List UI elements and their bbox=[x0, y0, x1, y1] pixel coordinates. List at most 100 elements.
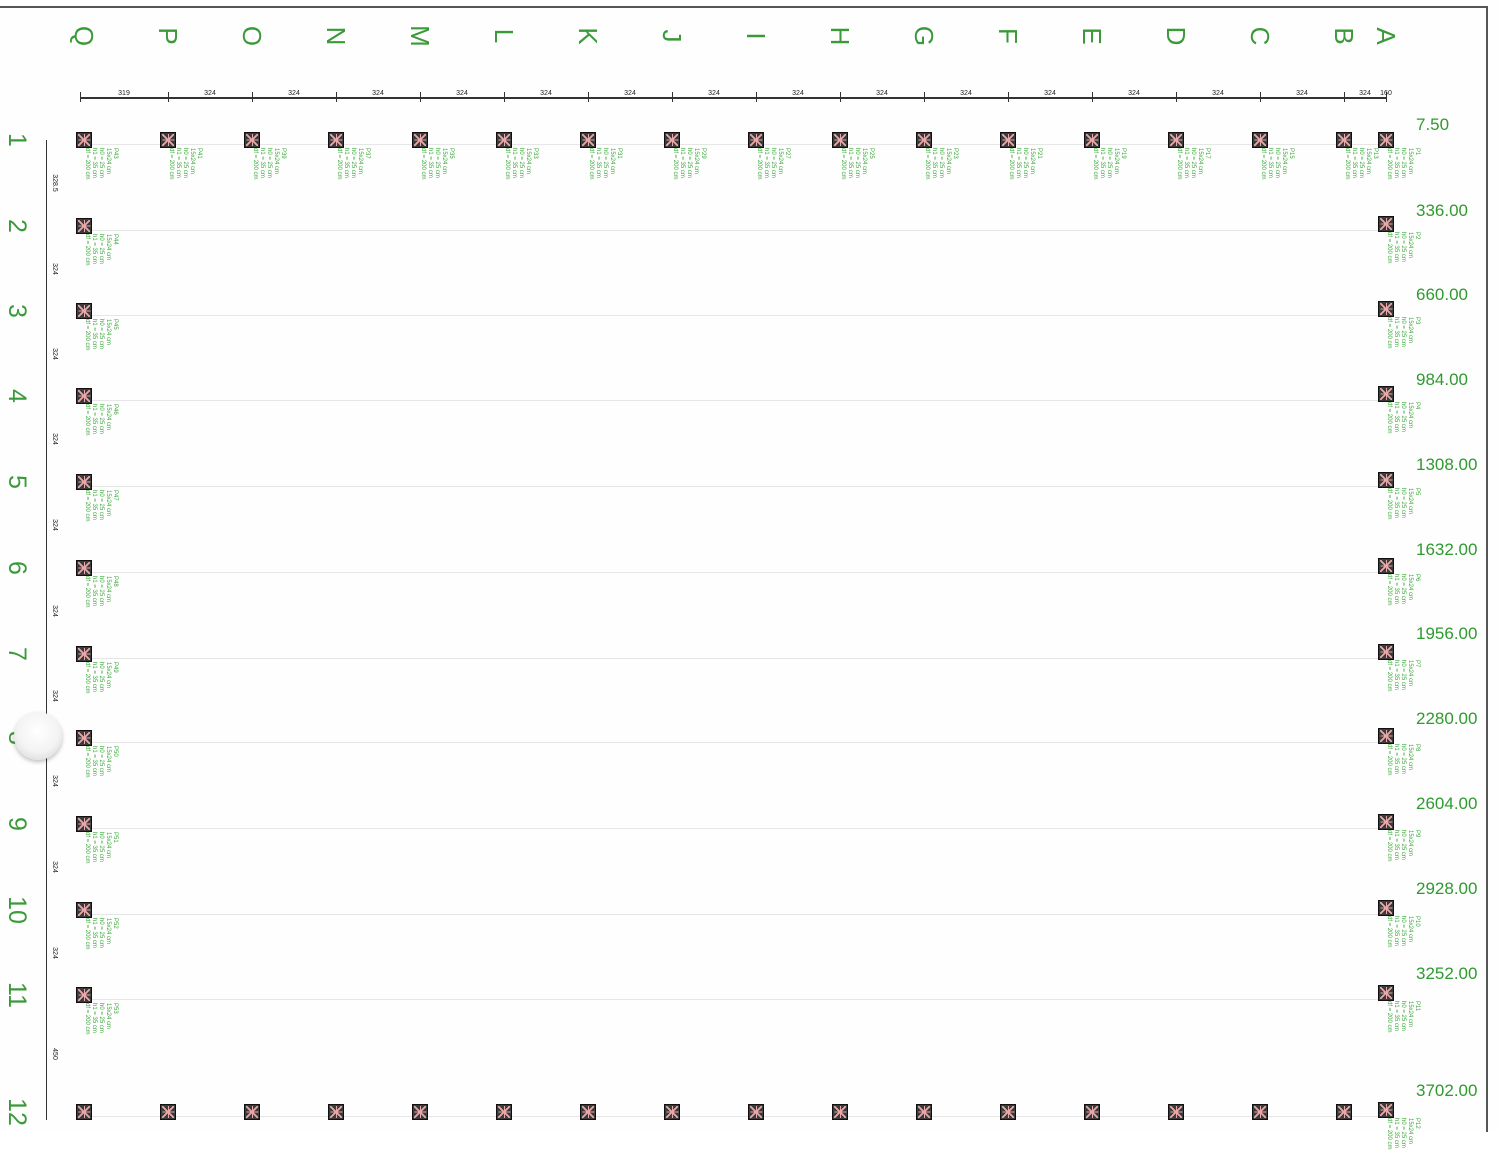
pile-label: P10 15x24 cm h0 = 25 cm h1 = 35 cm df = … bbox=[1386, 916, 1420, 948]
dimension-tick bbox=[1344, 92, 1345, 102]
pile-marker[interactable] bbox=[496, 1104, 512, 1120]
pile-marker[interactable] bbox=[76, 388, 92, 404]
pile-marker[interactable] bbox=[1378, 301, 1394, 317]
pile-marker[interactable] bbox=[76, 474, 92, 490]
pile-label: P51 15x24 cm h0 = 25 cm h1 = 35 cm df = … bbox=[84, 832, 118, 864]
pile-marker[interactable] bbox=[76, 132, 92, 148]
pile-marker[interactable] bbox=[1378, 900, 1394, 916]
pile-marker[interactable] bbox=[412, 132, 428, 148]
dimension-label: 324 bbox=[1296, 90, 1308, 97]
pile-cross-icon bbox=[918, 134, 930, 146]
pile-marker[interactable] bbox=[1168, 132, 1184, 148]
pile-marker[interactable] bbox=[1378, 1102, 1394, 1118]
pile-cross-icon bbox=[1380, 816, 1392, 828]
pile-label: P43 15x24 cm h0 = 25 cm h1 = 35 cm df = … bbox=[84, 148, 118, 180]
pile-cross-icon bbox=[1086, 1106, 1098, 1118]
pile-marker[interactable] bbox=[76, 646, 92, 662]
pile-marker[interactable] bbox=[916, 1104, 932, 1120]
column-label-n: N bbox=[321, 26, 351, 46]
pile-marker[interactable] bbox=[580, 132, 596, 148]
pile-label: P4 15x24 cm h0 = 25 cm h1 = 35 cm df = 2… bbox=[1386, 402, 1420, 434]
pile-cross-icon bbox=[78, 989, 90, 1001]
pile-marker[interactable] bbox=[1378, 644, 1394, 660]
pile-marker[interactable] bbox=[412, 1104, 428, 1120]
pile-marker[interactable] bbox=[1378, 386, 1394, 402]
pile-marker[interactable] bbox=[76, 560, 92, 576]
pile-marker[interactable] bbox=[76, 987, 92, 1003]
grid-line bbox=[90, 486, 1386, 487]
pile-cross-icon bbox=[246, 134, 258, 146]
pile-marker[interactable] bbox=[748, 1104, 764, 1120]
grid-line bbox=[90, 999, 1386, 1000]
pile-cross-icon bbox=[1380, 560, 1392, 572]
pile-marker[interactable] bbox=[76, 816, 92, 832]
pile-marker[interactable] bbox=[1378, 216, 1394, 232]
vertical-dimension-label: 324 bbox=[51, 262, 58, 275]
pile-marker[interactable] bbox=[76, 218, 92, 234]
pile-marker[interactable] bbox=[664, 132, 680, 148]
dimension-label: 324 bbox=[1128, 90, 1140, 97]
pile-marker[interactable] bbox=[160, 132, 176, 148]
pile-marker[interactable] bbox=[1000, 1104, 1016, 1120]
pile-marker[interactable] bbox=[160, 1104, 176, 1120]
pile-marker[interactable] bbox=[1336, 132, 1352, 148]
pile-label: P21 15x24 cm h0 = 25 cm h1 = 35 cm df = … bbox=[1008, 148, 1042, 180]
pile-marker[interactable] bbox=[1378, 472, 1394, 488]
pile-marker[interactable] bbox=[1378, 558, 1394, 574]
vertical-dimension-label: 324 bbox=[51, 946, 58, 959]
pile-marker[interactable] bbox=[1000, 132, 1016, 148]
pile-marker[interactable] bbox=[1378, 728, 1394, 744]
pile-marker[interactable] bbox=[1336, 1104, 1352, 1120]
pile-marker[interactable] bbox=[244, 132, 260, 148]
elevation-label: 1956.00 bbox=[1416, 624, 1478, 643]
pile-marker[interactable] bbox=[496, 132, 512, 148]
pile-marker[interactable] bbox=[1084, 132, 1100, 148]
pile-label: P37 15x24 cm h0 = 25 cm h1 = 35 cm df = … bbox=[336, 148, 370, 180]
column-label-h: H bbox=[825, 26, 855, 46]
column-label-a: A bbox=[1371, 27, 1401, 45]
pile-marker[interactable] bbox=[328, 1104, 344, 1120]
elevation-label: 2928.00 bbox=[1416, 879, 1478, 898]
pile-marker[interactable] bbox=[748, 132, 764, 148]
pile-marker[interactable] bbox=[1252, 1104, 1268, 1120]
pile-marker[interactable] bbox=[1378, 814, 1394, 830]
pile-label: P35 15x24 cm h0 = 25 cm h1 = 35 cm df = … bbox=[420, 148, 454, 180]
pile-label: P9 15x24 cm h0 = 25 cm h1 = 35 cm df = 2… bbox=[1386, 830, 1420, 862]
pile-marker[interactable] bbox=[580, 1104, 596, 1120]
pile-cross-icon bbox=[582, 1106, 594, 1118]
pile-marker[interactable] bbox=[832, 132, 848, 148]
dimension-label: 324 bbox=[792, 90, 804, 97]
pile-label: P31 15x24 cm h0 = 25 cm h1 = 35 cm df = … bbox=[588, 148, 622, 180]
pile-cross-icon bbox=[498, 134, 510, 146]
pile-cross-icon bbox=[1254, 134, 1266, 146]
pile-marker[interactable] bbox=[832, 1104, 848, 1120]
pile-marker[interactable] bbox=[1252, 132, 1268, 148]
pile-marker[interactable] bbox=[1084, 1104, 1100, 1120]
grid-line bbox=[90, 400, 1386, 401]
row-label-2: 2 bbox=[3, 219, 31, 233]
vertical-dimension-label: 450 bbox=[51, 1047, 58, 1060]
pile-label: P1 15x24 cm h0 = 25 cm h1 = 35 cm df = 2… bbox=[1386, 148, 1420, 180]
dimension-tick bbox=[840, 92, 841, 102]
pile-marker[interactable] bbox=[1378, 985, 1394, 1001]
pile-cross-icon bbox=[1380, 134, 1392, 146]
dimension-tick bbox=[1386, 92, 1387, 102]
grid-line bbox=[90, 658, 1386, 659]
pile-marker[interactable] bbox=[1168, 1104, 1184, 1120]
pile-label: P5 15x24 cm h0 = 25 cm h1 = 35 cm df = 2… bbox=[1386, 488, 1420, 520]
dimension-tick bbox=[336, 92, 337, 102]
pile-cross-icon bbox=[246, 1106, 258, 1118]
pile-cross-icon bbox=[162, 134, 174, 146]
pile-marker[interactable] bbox=[76, 730, 92, 746]
pile-marker[interactable] bbox=[1378, 132, 1394, 148]
pile-marker[interactable] bbox=[244, 1104, 260, 1120]
pile-marker[interactable] bbox=[76, 1104, 92, 1120]
pile-marker[interactable] bbox=[76, 902, 92, 918]
dimension-label: 324 bbox=[624, 90, 636, 97]
grid-line bbox=[90, 315, 1386, 316]
pile-marker[interactable] bbox=[664, 1104, 680, 1120]
pile-marker[interactable] bbox=[916, 132, 932, 148]
pile-marker[interactable] bbox=[328, 132, 344, 148]
column-label-e: E bbox=[1077, 27, 1107, 45]
pile-marker[interactable] bbox=[76, 303, 92, 319]
